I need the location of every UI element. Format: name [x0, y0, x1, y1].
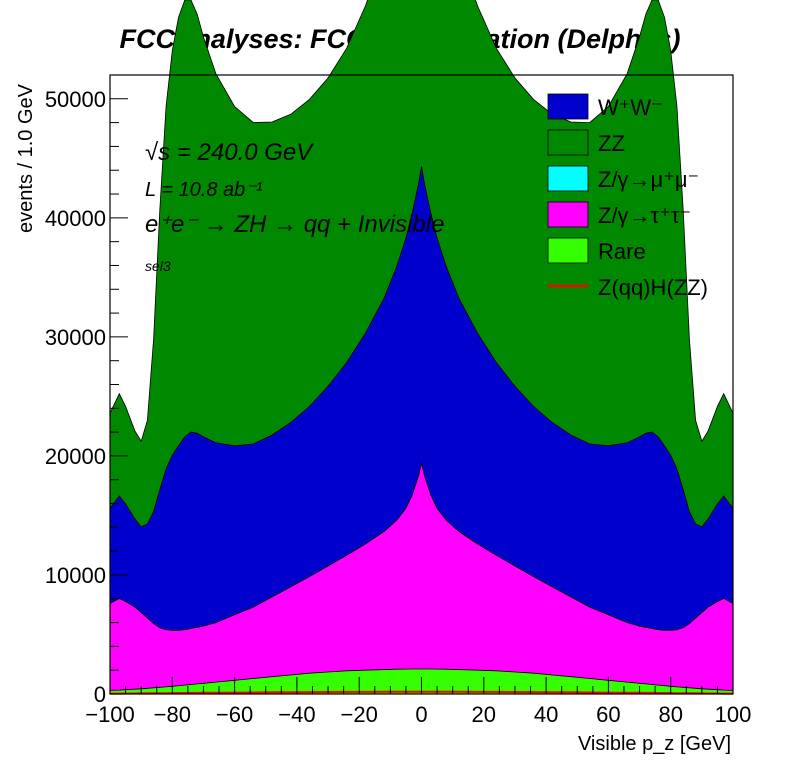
x-tick-label: 60	[596, 702, 620, 727]
x-tick-label: −40	[278, 702, 315, 727]
legend-label: Z/γ→μ⁺μ⁻	[598, 167, 699, 192]
legend-entry: Z/γ→μ⁺μ⁻	[547, 165, 699, 192]
y-tick-label: 0	[94, 682, 106, 707]
legend-swatch	[547, 129, 589, 156]
y-axis: 0 10000 20000 30000 40000 50000	[45, 74, 128, 707]
legend-entry: ZZ	[547, 129, 625, 156]
annotations: √s = 240.0 GeV L = 10.8 ab⁻¹ e⁺e⁻ → ZH →…	[145, 139, 444, 274]
y-tick-label: 40000	[45, 206, 106, 231]
legend-label: Z/γ→τ⁺τ⁻	[598, 203, 691, 228]
legend-label: ZZ	[598, 131, 625, 156]
legend-entry: Rare	[547, 237, 646, 264]
y-tick-label: 50000	[45, 87, 106, 112]
x-tick-label: 80	[658, 702, 682, 727]
x-axis-label: Visible p_z [GeV]	[578, 733, 731, 755]
x-tick-label: 40	[534, 702, 558, 727]
y-axis-label: events / 1.0 GeV	[15, 83, 37, 233]
annotation-sqrts: √s = 240.0 GeV	[145, 139, 314, 166]
legend-swatch	[547, 165, 589, 192]
legend-label: W⁺W⁻	[598, 95, 663, 120]
legend-swatch	[547, 93, 589, 120]
x-tick-label: −80	[154, 702, 191, 727]
x-tick-label: 100	[715, 702, 752, 727]
area-z	[109, 463, 734, 695]
y-tick-label: 20000	[45, 444, 106, 469]
x-axis: −100 −80 −60 −40 −20 0 20 40 60 80 100	[85, 677, 751, 727]
x-tick-label: −20	[341, 702, 378, 727]
legend: W⁺W⁻ ZZ Z/γ→μ⁺μ⁻ Z/γ→τ⁺τ⁻ Rare Z(qq)H(ZZ)	[547, 93, 708, 300]
y-tick-label: 10000	[45, 563, 106, 588]
annotation-selection: sel3	[145, 258, 171, 274]
legend-entry: W⁺W⁻	[547, 93, 663, 120]
y-tick-label: 30000	[45, 325, 106, 350]
legend-label: Z(qq)H(ZZ)	[598, 275, 708, 300]
area-w-w	[109, 166, 734, 695]
x-tick-label: −100	[85, 702, 135, 727]
x-tick-label: −60	[216, 702, 253, 727]
legend-swatch	[547, 237, 589, 264]
x-tick-label: 0	[415, 702, 427, 727]
annotation-lumi: L = 10.8 ab⁻¹	[145, 179, 263, 201]
legend-entry: Z/γ→τ⁺τ⁻	[547, 201, 691, 228]
legend-label: Rare	[598, 239, 646, 264]
legend-swatch	[547, 201, 589, 228]
x-tick-label: 20	[472, 702, 496, 727]
legend-entry: Z(qq)H(ZZ)	[548, 275, 708, 300]
annotation-process: e⁺e⁻ → ZH → qq + Invisible	[145, 211, 444, 238]
